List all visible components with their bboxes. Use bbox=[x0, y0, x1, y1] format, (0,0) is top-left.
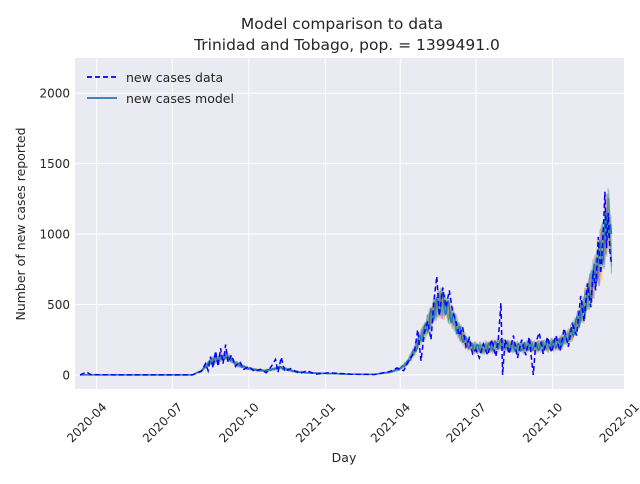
legend-label-data: new cases data bbox=[126, 70, 223, 85]
plot-area bbox=[75, 58, 624, 389]
x-tick-label: 2020-04 bbox=[64, 400, 109, 445]
x-tick-label: 2021-07 bbox=[443, 400, 488, 445]
x-tick-label: 2021-10 bbox=[520, 400, 565, 445]
y-tick-label: 1500 bbox=[39, 157, 70, 171]
y-tick-label: 1000 bbox=[39, 228, 70, 242]
y-tick-label: 0 bbox=[62, 368, 70, 382]
y-tick-label: 2000 bbox=[39, 87, 70, 101]
chart-title: Model comparison to data bbox=[241, 15, 443, 33]
series-lines bbox=[79, 191, 613, 376]
x-tick-label: 2020-07 bbox=[140, 400, 185, 445]
chart-subtitle: Trinidad and Tobago, pop. = 1399491.0 bbox=[193, 36, 500, 54]
x-axis-label: Day bbox=[332, 450, 357, 465]
x-tick-label: 2021-04 bbox=[368, 400, 413, 445]
x-tick-label: 2020-10 bbox=[216, 400, 261, 445]
legend: new cases data new cases model bbox=[87, 70, 234, 106]
x-tick-label: 2022-01 bbox=[597, 400, 640, 445]
y-axis-label: Number of new cases reported bbox=[13, 127, 28, 320]
y-tick-label: 500 bbox=[47, 298, 70, 312]
x-tick-label: 2021-01 bbox=[293, 400, 338, 445]
legend-label-model: new cases model bbox=[126, 91, 234, 106]
